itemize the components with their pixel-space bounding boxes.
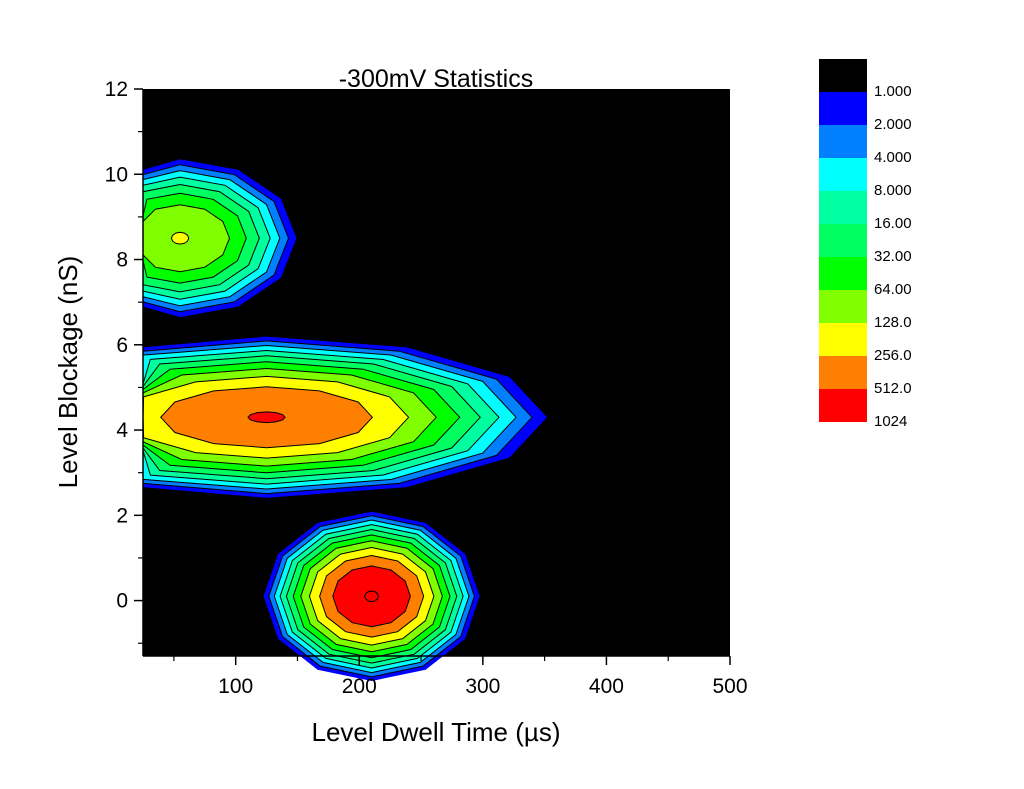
contour-regions xyxy=(142,159,547,681)
legend-label: 32.00 xyxy=(874,248,912,265)
chart-title: -300mV Statistics xyxy=(339,65,534,93)
x-tick-label: 400 xyxy=(589,675,624,698)
legend-label: 1024 xyxy=(874,413,907,430)
legend-swatch xyxy=(819,323,867,356)
x-axis: 100 200 300 400 500 xyxy=(143,655,748,698)
legend-swatch xyxy=(819,389,867,422)
y-tick-label: 0 xyxy=(116,590,128,613)
legend-label: 1.000 xyxy=(874,83,912,100)
legend-label: 4.000 xyxy=(874,149,912,166)
legend-swatch xyxy=(819,257,867,290)
y-tick-label: 4 xyxy=(116,419,128,442)
contour-peak-0-level-7 xyxy=(170,231,190,245)
legend-swatch xyxy=(819,356,867,389)
color-scale-legend: 1.000 2.000 4.000 8.000 16.00 32.00 64.00 128.0… xyxy=(819,59,912,430)
legend-label: 64.00 xyxy=(874,281,912,298)
legend-swatch xyxy=(819,92,867,125)
legend-swatch xyxy=(819,158,867,191)
legend-label: 2.000 xyxy=(874,116,912,133)
y-axis: 0 2 4 6 8 10 12 xyxy=(105,78,144,656)
legend-swatch xyxy=(819,191,867,224)
legend-swatch xyxy=(819,59,867,92)
y-axis-title: Level Blockage (nS) xyxy=(53,256,83,489)
y-tick-label: 2 xyxy=(116,504,128,527)
y-tick-label: 8 xyxy=(116,249,128,272)
contour-peak-1-level-9 xyxy=(247,411,286,424)
contour-peak-2-level-10 xyxy=(364,590,379,603)
legend-label: 8.000 xyxy=(874,182,912,199)
x-tick-label: 100 xyxy=(218,675,253,698)
legend-label: 16.00 xyxy=(874,215,912,232)
x-tick-label: 200 xyxy=(342,675,377,698)
x-axis-title: Level Dwell Time (µs) xyxy=(311,717,560,747)
legend-label: 256.0 xyxy=(874,347,912,364)
y-tick-label: 10 xyxy=(105,163,128,186)
legend-swatch xyxy=(819,224,867,257)
legend-swatch xyxy=(819,290,867,323)
y-tick-label: 12 xyxy=(105,78,128,101)
x-tick-label: 500 xyxy=(712,675,747,698)
legend-label: 128.0 xyxy=(874,314,912,331)
legend-label: 512.0 xyxy=(874,380,912,397)
y-tick-label: 6 xyxy=(116,334,128,357)
x-tick-label: 300 xyxy=(465,675,500,698)
legend-swatch xyxy=(819,125,867,158)
plot-area xyxy=(142,89,730,681)
